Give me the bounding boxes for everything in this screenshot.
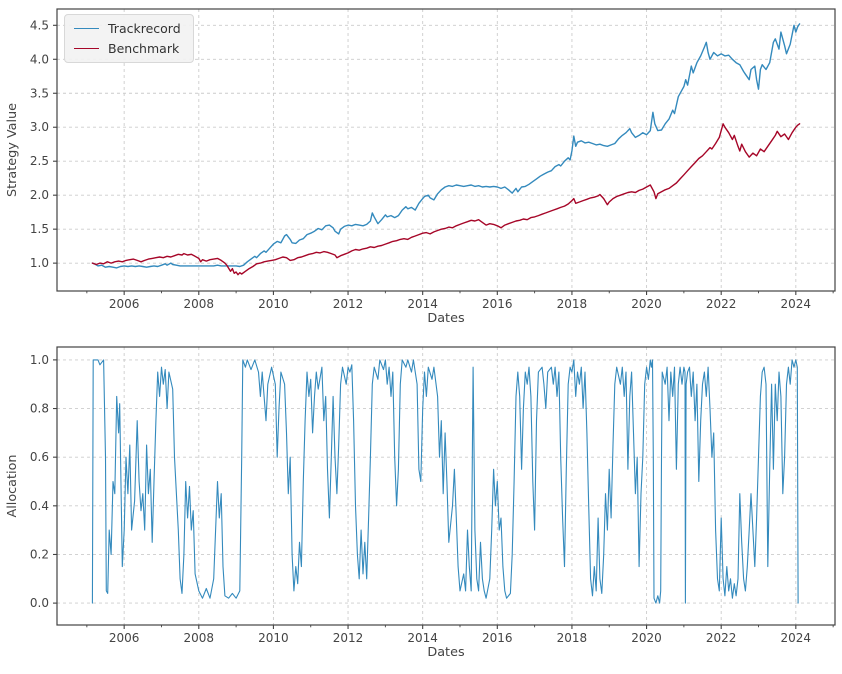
x-tick-label: 2006 — [109, 297, 140, 311]
benchmark-series-line — [91, 123, 801, 276]
x-tick-label: 2014 — [407, 631, 438, 645]
x-tick-label: 2006 — [109, 631, 140, 645]
x-tick-label: 2012 — [333, 297, 364, 311]
x-tick-label: 2024 — [781, 631, 812, 645]
axes-spines — [56, 346, 836, 626]
y-tick-label: 4.5 — [30, 18, 49, 32]
axes-spines — [56, 8, 836, 292]
trackrecord-line-swatch — [74, 28, 99, 29]
allocation-axis-label: Allocation — [5, 454, 20, 517]
y-tick-label: 1.0 — [30, 353, 49, 367]
y-tick-label: 0.6 — [30, 450, 49, 464]
benchmark-line-swatch — [74, 48, 99, 49]
y-tick-label: 1.0 — [30, 256, 49, 270]
dates-axis-label-top: Dates — [427, 311, 465, 326]
dates-axis-label-bottom: Dates — [427, 645, 465, 660]
x-tick-label: 2010 — [258, 631, 289, 645]
x-tick-label: 2018 — [557, 297, 588, 311]
legend-entry-trackrecord: Trackrecord — [74, 20, 181, 37]
allocation-series-line — [91, 359, 799, 604]
legend: Trackrecord Benchmark — [64, 14, 194, 63]
x-tick-label: 2008 — [184, 631, 215, 645]
x-tick-label: 2020 — [631, 631, 662, 645]
x-tick-label: 2020 — [631, 297, 662, 311]
plots-layer: 2006 2008 2010 2012 2014 2016 2018 2020 2022 2024… — [30, 8, 836, 645]
x-tick-label: 2016 — [482, 297, 513, 311]
y-tick-label: 1.5 — [30, 222, 49, 236]
legend-label-benchmark: Benchmark — [108, 41, 180, 56]
y-tick-label: 0.2 — [30, 547, 49, 561]
y-tick-label: 2.5 — [30, 154, 49, 168]
x-tick-label: 2024 — [781, 297, 812, 311]
trackrecord-series-line — [91, 23, 801, 269]
x-tick-label: 2014 — [407, 297, 438, 311]
x-tick-label: 2010 — [258, 297, 289, 311]
x-tick-label: 2018 — [557, 631, 588, 645]
x-tick-label: 2022 — [706, 631, 737, 645]
x-tick-label: 2008 — [184, 297, 215, 311]
x-tick-label: 2016 — [482, 631, 513, 645]
legend-entry-benchmark: Benchmark — [74, 40, 181, 57]
y-tick-label: 0.8 — [30, 402, 49, 416]
y-tick-label: 3.5 — [30, 86, 49, 100]
y-tick-label: 2.0 — [30, 188, 49, 202]
y-tick-label: 4.0 — [30, 52, 49, 66]
y-tick-label: 0.4 — [30, 499, 49, 513]
y-tick-label: 0.0 — [30, 596, 49, 610]
strategy-value-axis-label: Strategy Value — [5, 103, 20, 197]
x-tick-label: 2012 — [333, 631, 364, 645]
y-tick-label: 3.0 — [30, 120, 49, 134]
legend-label-trackrecord: Trackrecord — [108, 21, 181, 36]
x-tick-label: 2022 — [706, 297, 737, 311]
